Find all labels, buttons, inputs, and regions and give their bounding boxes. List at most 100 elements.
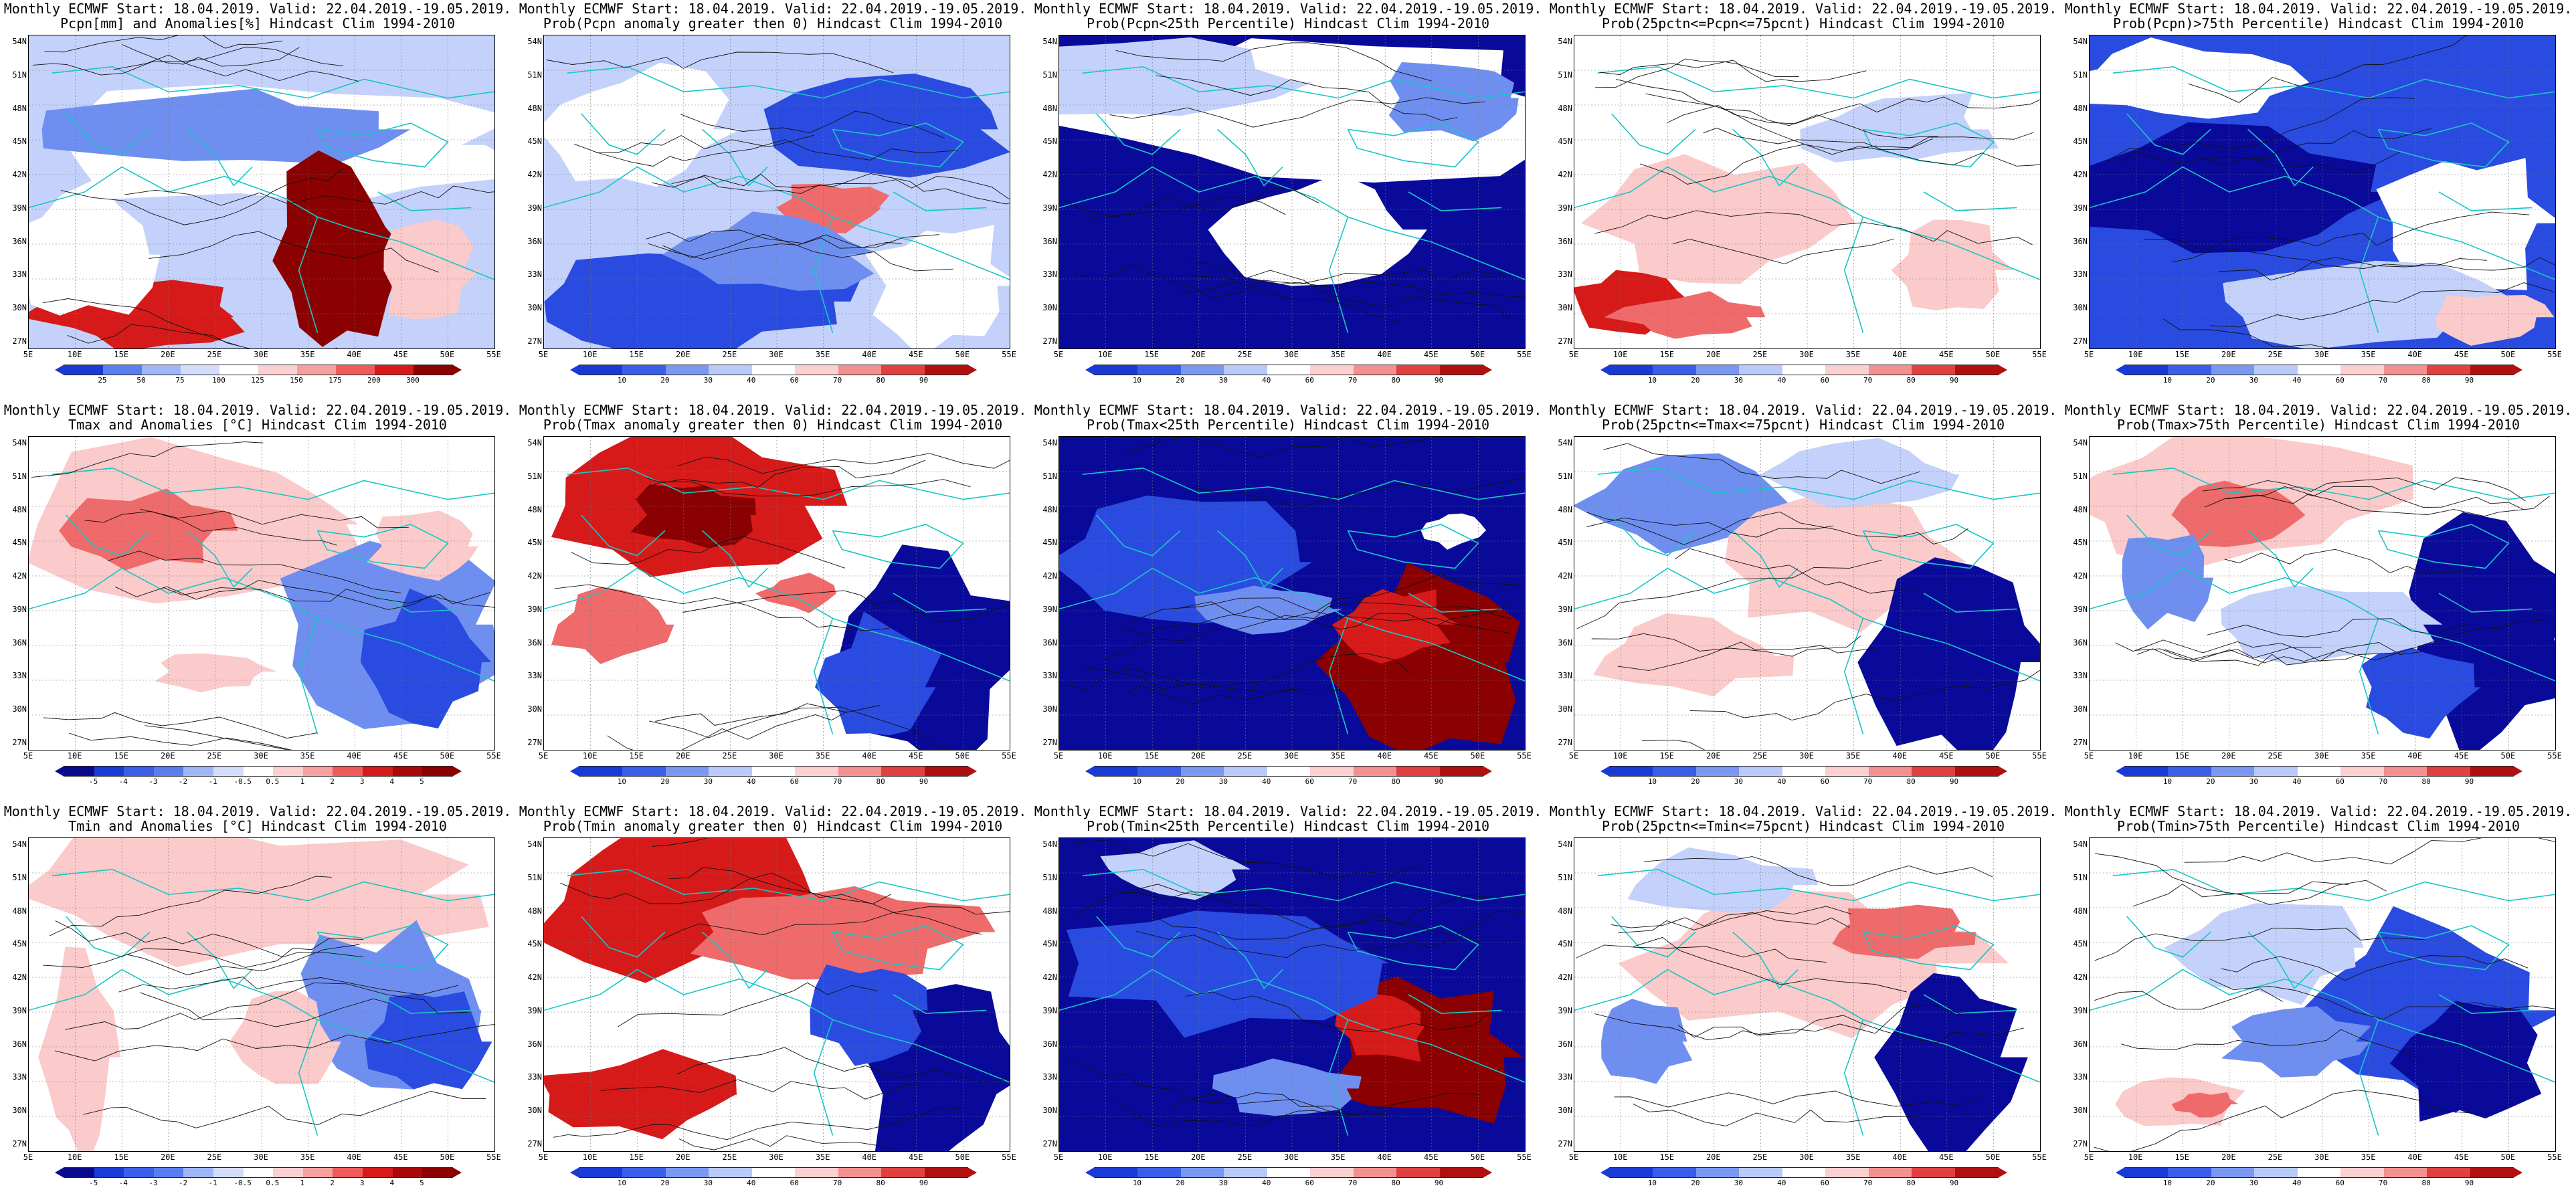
longitude-tick-label: 40E <box>1377 751 1392 761</box>
latitude-tick-label: 33N <box>12 671 27 681</box>
colorbar-swatch <box>181 365 219 375</box>
latitude-tick-label: 39N <box>1558 1005 1572 1015</box>
contour-line <box>43 712 318 739</box>
latitude-tick-label: 48N <box>12 906 27 916</box>
coastline <box>317 216 494 280</box>
latitude-tick-label: 36N <box>1042 637 1057 647</box>
coastline <box>316 925 449 971</box>
map-frame <box>2089 436 2556 750</box>
latitude-tick-label: 27N <box>1558 738 1572 747</box>
colorbar-swatch <box>665 365 709 375</box>
field-shade <box>1332 589 1459 664</box>
latitude-tick-label: 48N <box>1042 906 1057 916</box>
colorbar-swatch <box>881 767 925 776</box>
colorbar-swatch <box>243 1168 274 1177</box>
panel-title-line1: Monthly ECMWF Start: 18.04.2019. Valid: … <box>2064 803 2573 819</box>
colorbar-swatch <box>422 767 452 776</box>
colorbar-left-arrow <box>2116 766 2125 777</box>
latitude-tick-label: 51N <box>1558 471 1572 481</box>
field-shade <box>360 588 492 728</box>
colorbar-swatch <box>924 1168 968 1177</box>
latitude-tick-label: 42N <box>527 571 542 581</box>
colorbar-tick-label: 90 <box>1949 1179 1959 1187</box>
colorbar-tick-label: 40 <box>747 777 756 786</box>
coastline <box>581 113 666 155</box>
latitude-tick-label: 36N <box>1042 1039 1057 1049</box>
longitude-tick-label: 15E <box>114 350 129 359</box>
coastline <box>1923 191 2017 211</box>
latitude-tick-label: 45N <box>527 136 542 146</box>
colorbar-swatch <box>2168 767 2211 776</box>
colorbar-tick-label: 30 <box>1734 376 1743 385</box>
coastline <box>832 617 1010 682</box>
contour-line <box>655 703 881 726</box>
contour-line <box>651 838 707 847</box>
longitude-tick-label: 25E <box>207 350 222 359</box>
latitude-tick-label: 39N <box>1042 1005 1057 1015</box>
latitude-tick-label: 42N <box>1042 170 1057 180</box>
colorbar-tick-label: 20 <box>1176 376 1185 385</box>
longitude-tick-label: 35E <box>1845 1152 1861 1162</box>
coastline <box>377 593 472 613</box>
colorbar-tick-label: 20 <box>2206 777 2215 786</box>
contour-line <box>54 1024 494 1062</box>
contour-line <box>1639 132 2034 185</box>
colorbar-swatch <box>1137 1168 1181 1177</box>
field-shade <box>1593 613 1795 697</box>
contour-line <box>596 134 814 153</box>
contour-line <box>1135 930 1481 959</box>
longitude-tick-label: 15E <box>1144 1152 1160 1162</box>
longitude-tick-label: 40E <box>1892 1152 1908 1162</box>
colorbar-tick-label: 30 <box>1218 376 1228 385</box>
contour-line <box>140 508 409 528</box>
colorbar-swatch <box>1095 767 1138 776</box>
latitude-tick-label: 27N <box>12 738 27 747</box>
longitude-tick-label: 35E <box>2361 751 2376 761</box>
colorbar-swatch <box>1224 365 1267 375</box>
longitude-tick-label: 30E <box>2314 1152 2329 1162</box>
colorbar-swatch <box>1180 767 1224 776</box>
field-shade <box>2389 1001 2542 1122</box>
longitude-tick-label: 20E <box>675 1152 691 1162</box>
coastline <box>893 191 987 211</box>
colorbar-swatch <box>2470 1168 2513 1177</box>
longitude-tick-label: 20E <box>160 1152 175 1162</box>
latitude-tick-label: 51N <box>2073 471 2088 481</box>
colorbar <box>55 1167 462 1178</box>
longitude-tick-label: 20E <box>160 350 175 359</box>
latitude-tick-label: 45N <box>12 939 27 949</box>
panel-title-line2: Prob(25pctn<=Pcpn<=75pcnt) Hindcast Clim… <box>1601 15 2005 31</box>
colorbar-right-arrow <box>1998 365 2007 375</box>
coastline <box>567 66 1010 99</box>
colorbar-swatch <box>881 1168 925 1177</box>
colorbar-right-arrow <box>2513 766 2522 777</box>
longitude-tick-label: 45E <box>1423 1152 1439 1162</box>
latitude-tick-label: 27N <box>12 336 27 346</box>
colorbar-swatch <box>709 767 752 776</box>
field-shade <box>1208 173 1427 286</box>
latitude-tick-label: 42N <box>12 571 27 581</box>
coastline <box>187 128 253 187</box>
contour-line <box>1063 187 1319 217</box>
colorbar-swatch <box>1912 365 1955 375</box>
latitude-tick-label: 39N <box>2073 1005 2088 1015</box>
colorbar-swatch <box>243 767 274 776</box>
latitude-tick-label: 33N <box>527 671 542 681</box>
colorbar-tick-label: 30 <box>703 777 713 786</box>
coastline <box>2438 191 2533 211</box>
latitude-tick-label: 45N <box>527 538 542 548</box>
field-shade <box>815 611 941 736</box>
field-shade <box>2171 480 2306 547</box>
colorbar-left-arrow <box>1085 1167 1095 1178</box>
colorbar-tick-label: 90 <box>2464 376 2474 385</box>
coastline <box>581 916 666 958</box>
contour-line <box>1576 559 1882 629</box>
panel-title-line2: Tmin and Anomalies [°C] Hindcast Clim 19… <box>68 818 447 834</box>
colorbar-swatch <box>1695 365 1740 375</box>
colorbar-tick-label: -4 <box>118 777 128 786</box>
colorbar <box>1600 365 2007 375</box>
map-field <box>2090 437 2555 750</box>
panel-title-line2: Prob(Pcpn)>75th Percentile) Hindcast Cli… <box>2112 15 2524 31</box>
longitude-tick-label: 20E <box>1706 751 1721 761</box>
colorbar-swatch <box>2340 1168 2384 1177</box>
